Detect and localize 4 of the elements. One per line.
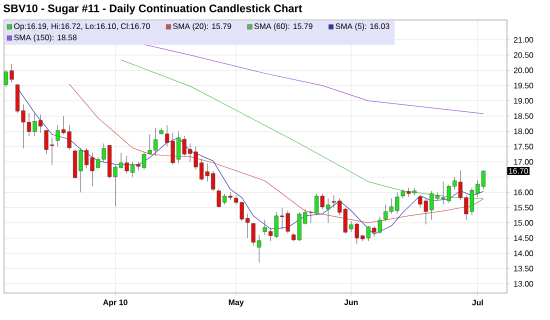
line-series xyxy=(68,84,484,224)
chart-title: SBV10 - Sugar #11 - Daily Continuation Candlestick Chart xyxy=(4,4,302,14)
line-series xyxy=(120,60,484,200)
line-series xyxy=(144,44,484,114)
